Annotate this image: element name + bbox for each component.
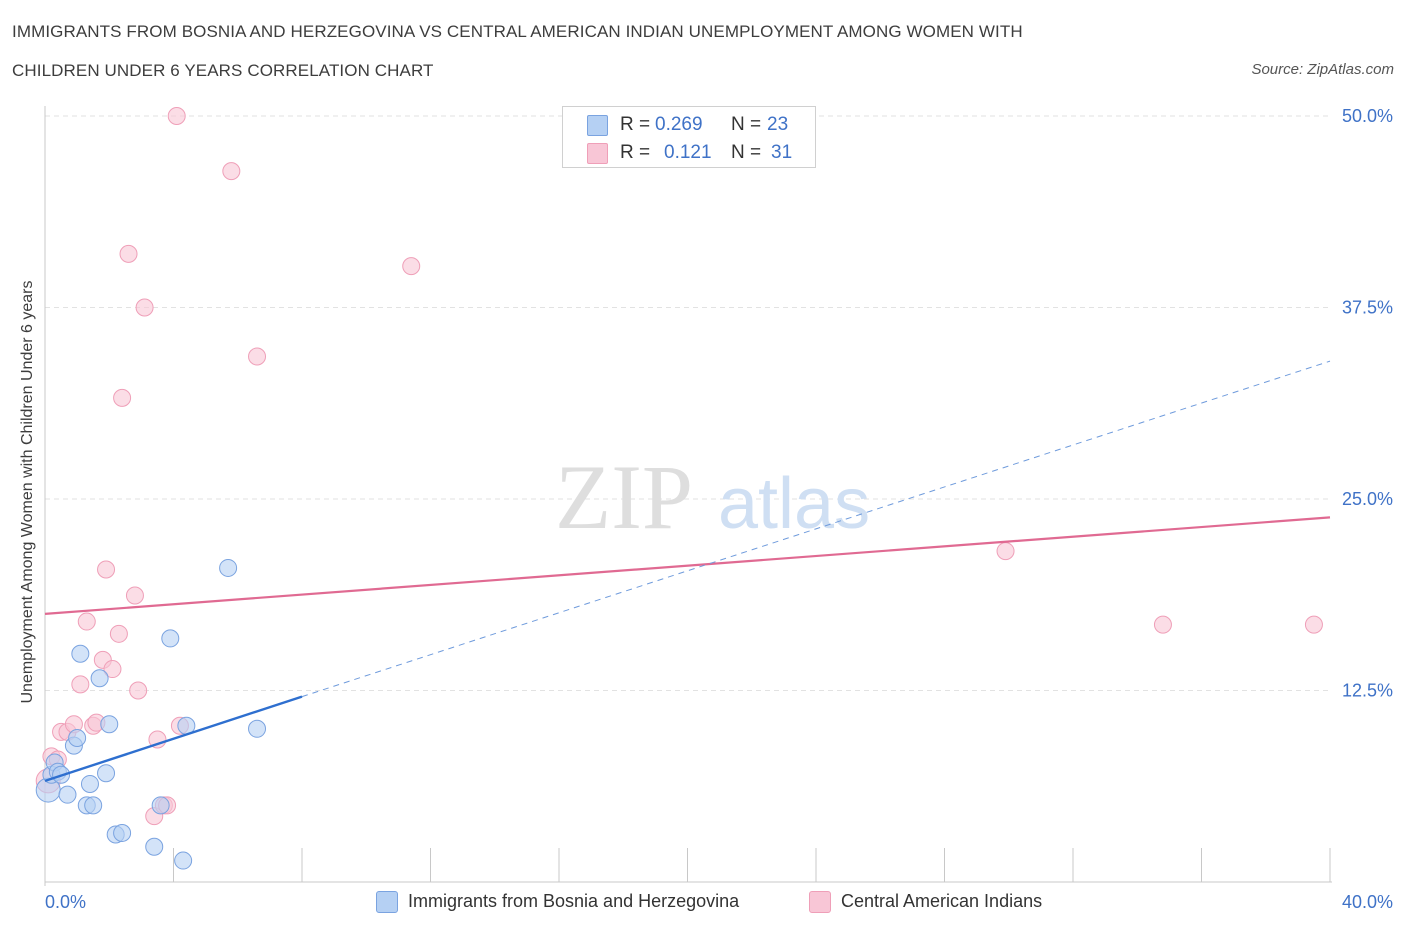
data-point-bosnia [100, 715, 119, 734]
correlation-legend: R = 0.269 N = 23 R = 0.121 N = 31 [562, 106, 816, 168]
grid-lines [45, 115, 1330, 691]
legend-r-label: R = [620, 114, 651, 135]
bottom-legend-label: Immigrants from Bosnia and Herzegovina [408, 891, 740, 911]
data-point-central-american [103, 660, 122, 679]
trend-line-bosnia [44, 695, 303, 783]
x-tick-label: 40.0% [1342, 892, 1393, 912]
data-point-central-american [71, 675, 90, 694]
data-point-central-american [77, 612, 96, 631]
data-point-bosnia [58, 785, 77, 804]
data-point-central-american [109, 624, 128, 643]
data-point-central-american [129, 681, 148, 700]
chart-title-line-2: CHILDREN UNDER 6 YEARS CORRELATION CHART [12, 61, 434, 80]
y-tick-label: 25.0% [1342, 489, 1393, 509]
tick-labels: 12.5% 25.0% 37.5% 50.0% 0.0% 40.0% [45, 106, 1393, 912]
data-point-central-american [135, 298, 154, 317]
bottom-legend-label: Central American Indians [841, 891, 1043, 911]
series-bosnia-herzegovina [35, 558, 267, 870]
legend-n-label: N = [731, 114, 762, 135]
chart-title-line-1: IMMIGRANTS FROM BOSNIA AND HERZEGOVINA V… [12, 22, 1023, 41]
legend-n-value: 31 [771, 142, 793, 163]
data-point-central-american [125, 586, 144, 605]
data-point-bosnia [145, 837, 164, 856]
bottom-legend-swatch-pink [809, 891, 831, 913]
watermark-atlas: atlas [718, 464, 870, 544]
data-point-central-american [402, 257, 421, 276]
data-point-bosnia [151, 796, 170, 815]
data-point-bosnia [248, 719, 267, 738]
data-point-central-american [1153, 615, 1172, 634]
legend-n-label: N = [731, 142, 762, 163]
bottom-legend-swatch-blue [376, 891, 398, 913]
data-point-bosnia [90, 669, 109, 688]
y-tick-label: 37.5% [1342, 298, 1393, 318]
legend-swatch-blue [587, 115, 608, 136]
y-tick-label: 12.5% [1342, 681, 1393, 701]
y-tick-label: 50.0% [1342, 106, 1393, 126]
legend-r-value: 0.269 [655, 114, 703, 135]
legend-swatch-pink [587, 143, 608, 164]
trend-line-central-american [44, 516, 1331, 615]
data-point-central-american [119, 244, 138, 263]
data-point-central-american [248, 347, 267, 366]
data-point-bosnia [161, 629, 180, 648]
data-point-central-american [97, 560, 116, 579]
data-point-bosnia [80, 774, 99, 793]
data-point-central-american [222, 162, 241, 181]
legend-n-value: 23 [767, 114, 789, 135]
trend-lines [44, 360, 1331, 783]
data-point-bosnia [71, 644, 90, 663]
data-point-bosnia [97, 764, 116, 783]
data-point-bosnia [68, 728, 87, 747]
source-label: Source: ZipAtlas.com [1251, 61, 1394, 78]
data-point-bosnia [113, 823, 132, 842]
x-tick-label: 0.0% [45, 892, 86, 912]
data-point-central-american [113, 388, 132, 407]
legend-r-label: R = [620, 142, 651, 163]
legend-r-value: 0.121 [664, 142, 712, 163]
watermark-zip: ZIP [555, 446, 693, 548]
trend-line-bosnia-extension [301, 360, 1331, 698]
data-point-central-american [996, 542, 1015, 561]
data-point-bosnia [84, 796, 103, 815]
data-point-bosnia [219, 558, 238, 577]
watermark: ZIP atlas [555, 446, 870, 548]
data-point-bosnia [174, 851, 193, 870]
data-point-central-american [1304, 615, 1323, 634]
data-point-central-american [167, 107, 186, 125]
